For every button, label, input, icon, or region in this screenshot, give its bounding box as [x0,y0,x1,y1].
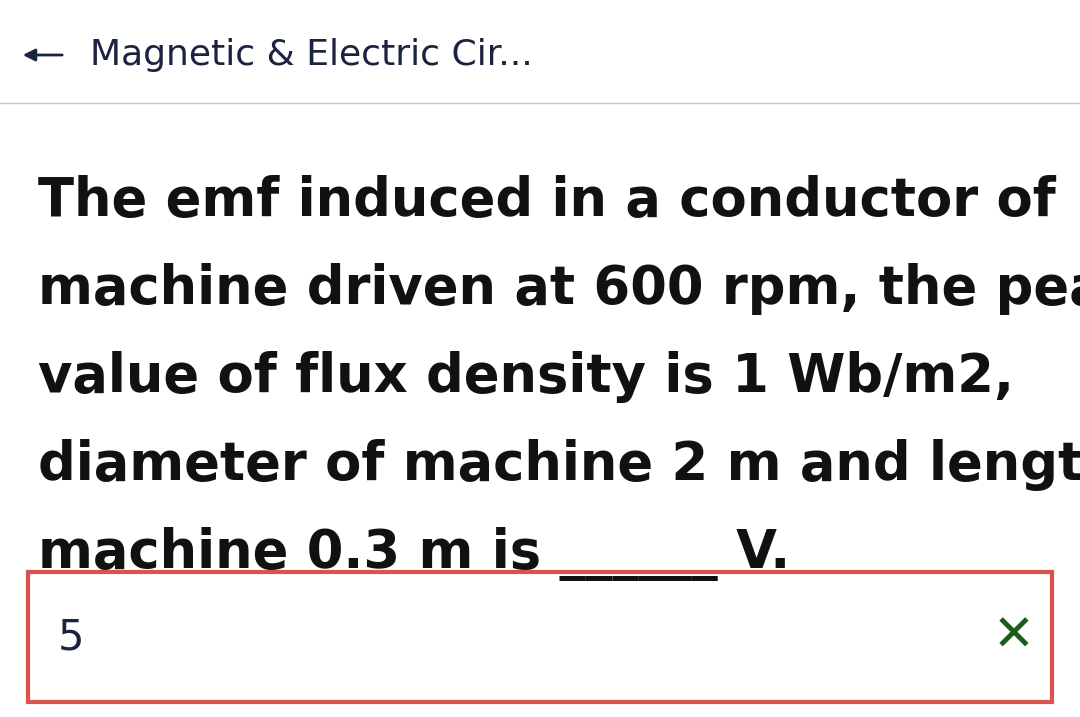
Text: 5: 5 [58,616,84,658]
Bar [28,572,1052,702]
Text: ✕: ✕ [994,613,1035,661]
Text: machine driven at 600 rpm, the peak: machine driven at 600 rpm, the peak [38,263,1080,315]
Text: value of flux density is 1 Wb/m2,: value of flux density is 1 Wb/m2, [38,351,1014,403]
Text: The emf induced in a conductor of: The emf induced in a conductor of [38,175,1056,227]
Text: machine 0.3 m is ______ V.: machine 0.3 m is ______ V. [38,527,791,581]
Text: diameter of machine 2 m and length of: diameter of machine 2 m and length of [38,439,1080,491]
Text: Magnetic & Electric Cir...: Magnetic & Electric Cir... [90,38,532,72]
